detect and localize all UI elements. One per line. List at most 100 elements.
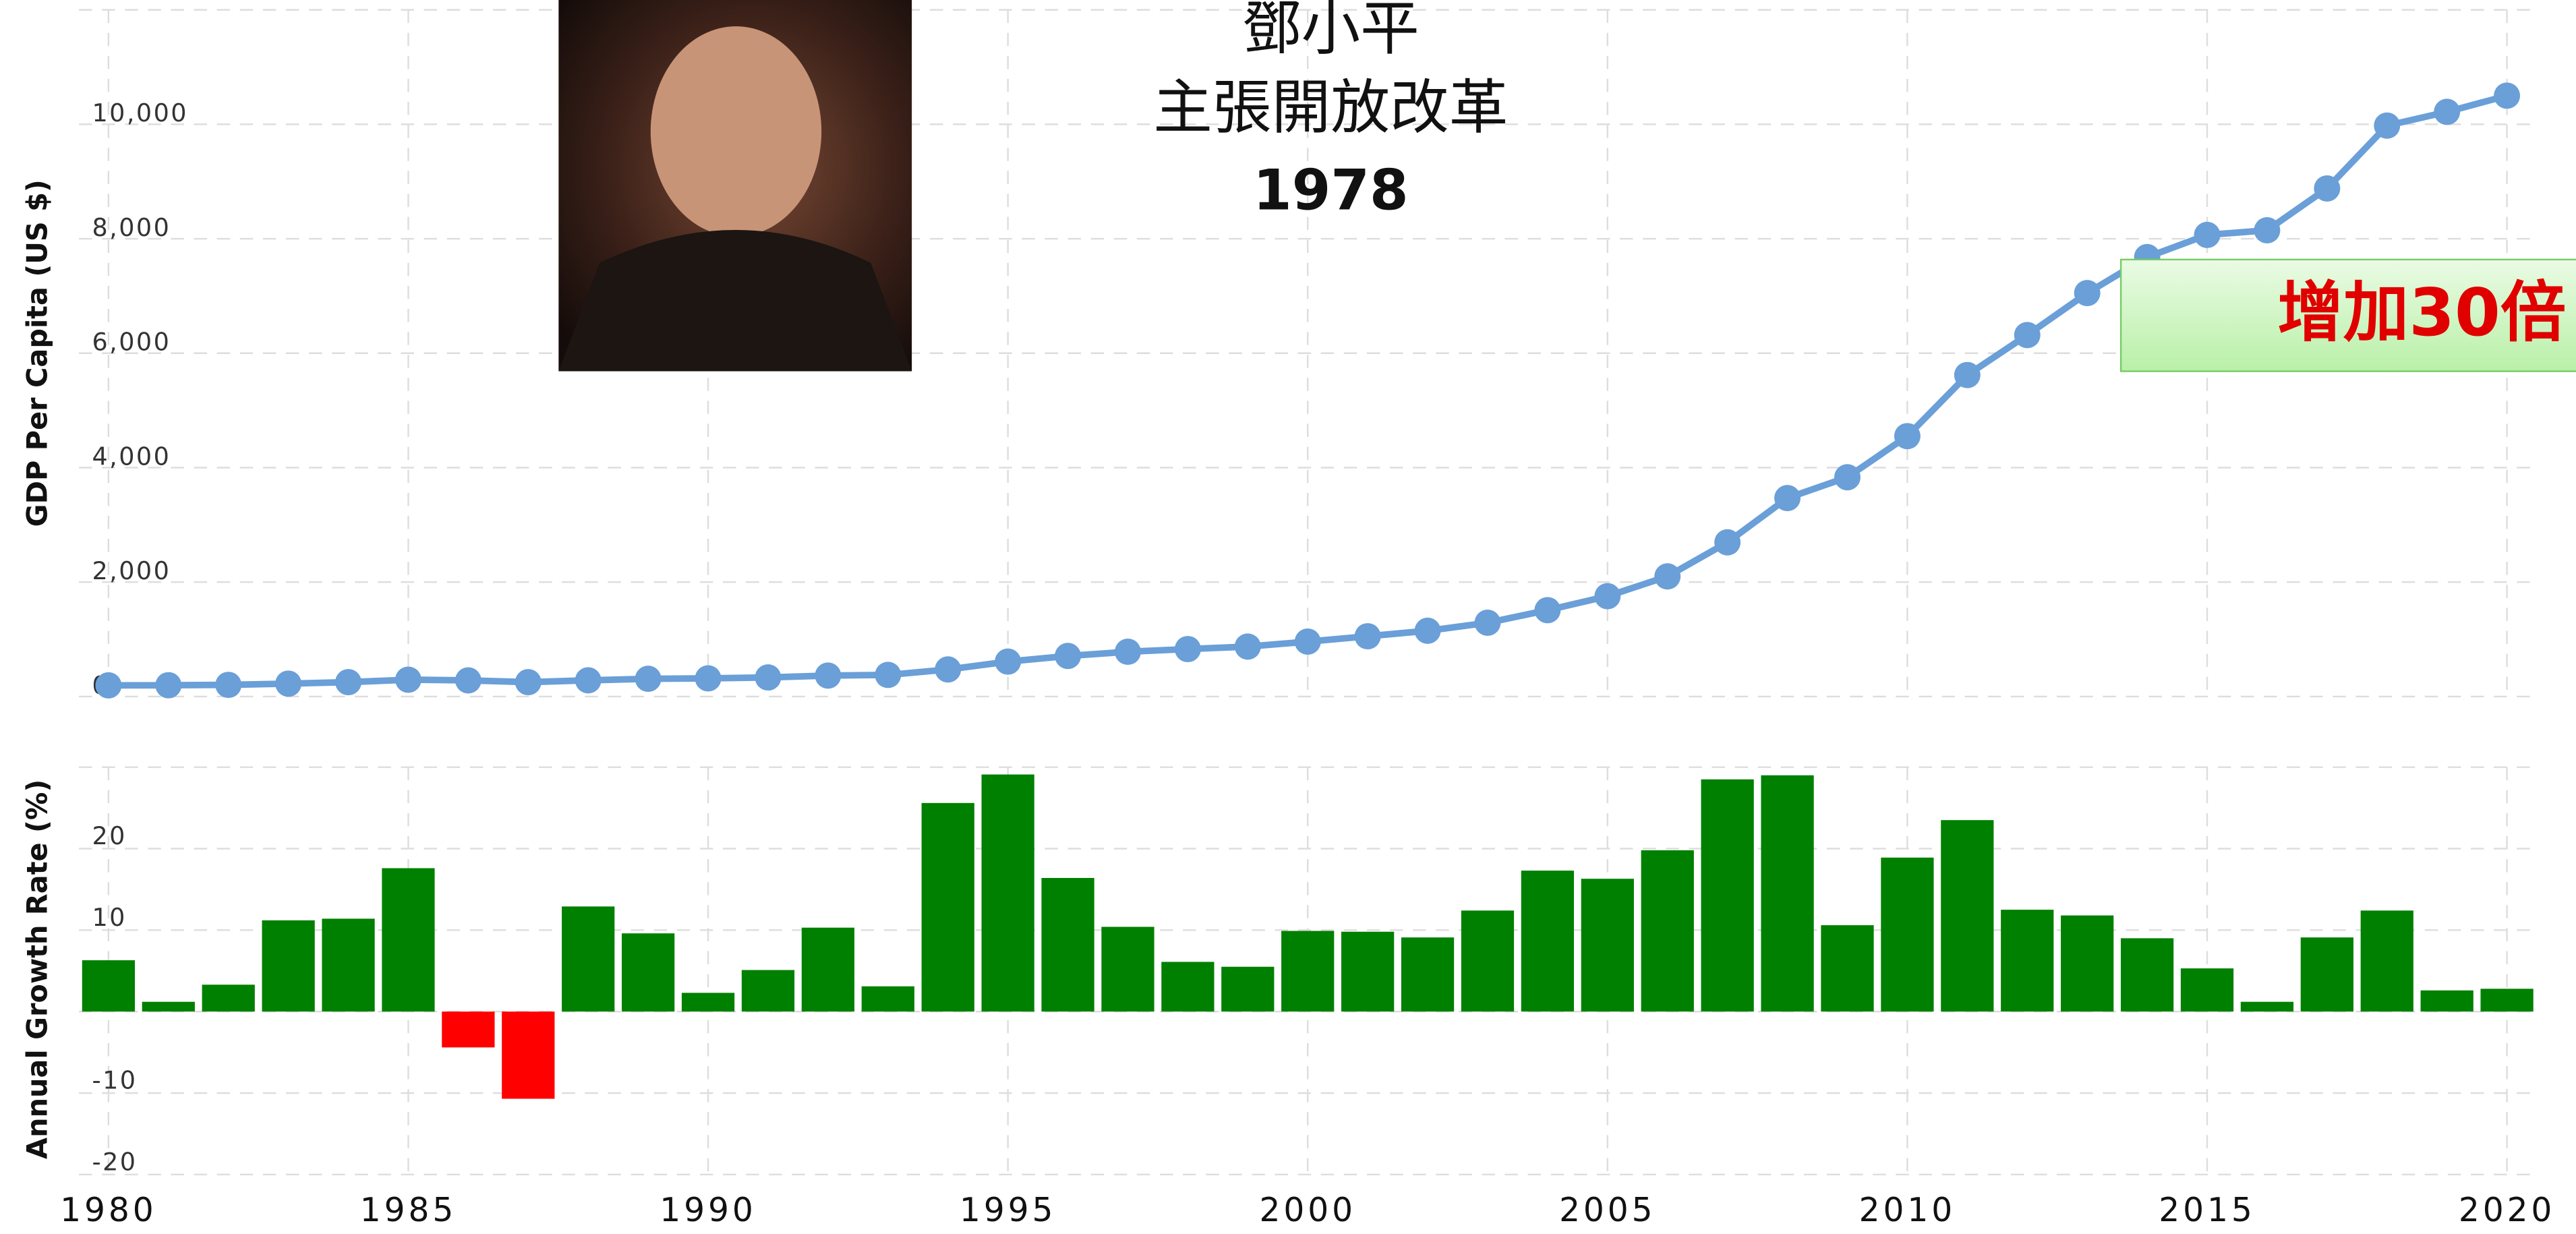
point	[394, 666, 421, 693]
bar	[1281, 931, 1335, 1012]
bar	[861, 986, 914, 1012]
point	[2434, 98, 2461, 125]
point	[1714, 529, 1741, 556]
bar	[382, 868, 435, 1012]
point	[1774, 485, 1801, 512]
bar	[442, 1011, 495, 1048]
x-tick-label: 2005	[1559, 1192, 1656, 1229]
coat	[558, 230, 912, 372]
point	[515, 669, 541, 696]
y-tick-label: 4,000	[92, 442, 171, 471]
bar	[322, 918, 375, 1012]
bar	[1881, 857, 1934, 1012]
x-tick-label: 2000	[1259, 1192, 1355, 1229]
bar	[1701, 779, 1754, 1012]
bar	[1641, 850, 1694, 1012]
x-tick-label: 1995	[960, 1192, 1056, 1229]
bar	[1401, 937, 1455, 1012]
point	[95, 672, 122, 699]
bar	[981, 774, 1034, 1012]
point	[1055, 643, 1082, 670]
plot-layer: 02,0004,0006,0008,00010,000-20-100102019…	[60, 82, 2555, 1229]
portrait	[558, 0, 912, 372]
point	[935, 656, 962, 683]
point	[155, 672, 182, 699]
bar	[2420, 990, 2473, 1012]
bar	[2300, 937, 2353, 1012]
y-tick-label: 10	[92, 903, 127, 932]
x-tick-label: 1990	[660, 1192, 756, 1229]
bar	[801, 927, 855, 1012]
y-tick-label: -20	[92, 1147, 138, 1176]
point	[2494, 82, 2521, 109]
bar	[2120, 938, 2174, 1012]
point	[215, 672, 242, 699]
point	[2194, 221, 2221, 248]
y-tick-label: -10	[92, 1065, 138, 1094]
point	[1654, 563, 1681, 590]
point	[1414, 617, 1441, 644]
point	[875, 662, 902, 688]
bar	[2360, 910, 2413, 1012]
point	[2014, 322, 2041, 349]
point	[1234, 633, 1261, 660]
point	[1534, 597, 1561, 624]
point	[1174, 636, 1201, 663]
y-tick-label: 8,000	[92, 213, 171, 242]
bar	[1761, 775, 1814, 1012]
annotation: 鄧小平	[1242, 0, 1419, 63]
point	[2314, 175, 2341, 202]
bar	[2001, 910, 2054, 1012]
bar	[2180, 968, 2234, 1012]
bar	[562, 906, 615, 1012]
bar	[921, 802, 974, 1012]
point	[275, 670, 302, 697]
face	[650, 26, 822, 237]
x-tick-label: 2015	[2159, 1192, 2255, 1229]
bar	[502, 1011, 555, 1099]
bar	[2061, 915, 2114, 1012]
point	[695, 665, 722, 692]
y-tick-label: 20	[92, 821, 127, 850]
bar	[622, 933, 675, 1012]
point	[335, 669, 362, 696]
callout-box	[2119, 258, 2576, 372]
point	[1894, 423, 1921, 450]
y-tick-label: 10,000	[92, 98, 188, 127]
point	[995, 648, 1022, 675]
point	[1474, 610, 1501, 637]
y-tick-label: 2,000	[92, 556, 171, 585]
x-tick-label: 1980	[60, 1192, 156, 1229]
bar	[262, 920, 315, 1012]
x-tick-label: 2010	[1859, 1192, 1956, 1229]
point	[1294, 628, 1321, 655]
bar	[1101, 927, 1154, 1012]
callout: 增加30倍	[2277, 274, 2566, 351]
grid-layer	[79, 9, 2530, 1176]
y-axis-label: Annual Growth Rate (%)	[22, 780, 54, 1159]
point	[1834, 464, 1861, 491]
bar	[681, 993, 735, 1012]
bar	[2240, 1001, 2294, 1012]
point	[635, 666, 662, 693]
point	[1354, 623, 1381, 650]
bar	[202, 985, 255, 1012]
bar	[1821, 925, 1874, 1012]
bar	[1041, 877, 1094, 1012]
x-tick-label: 1985	[360, 1192, 457, 1229]
bar	[1581, 879, 1634, 1012]
y-axis-label: GDP Per Capita (US $)	[22, 179, 54, 527]
point	[1594, 583, 1621, 610]
bar	[1461, 910, 1515, 1012]
point	[455, 667, 481, 694]
bar	[1221, 966, 1275, 1012]
bar	[82, 960, 136, 1012]
point	[2074, 280, 2101, 307]
annotation: 1978	[1253, 157, 1408, 223]
annotation: 主張開放改革	[1153, 74, 1508, 142]
point	[815, 662, 842, 689]
bar	[2480, 989, 2534, 1012]
bar	[1161, 962, 1214, 1012]
x-tick-label: 2020	[2459, 1192, 2555, 1229]
